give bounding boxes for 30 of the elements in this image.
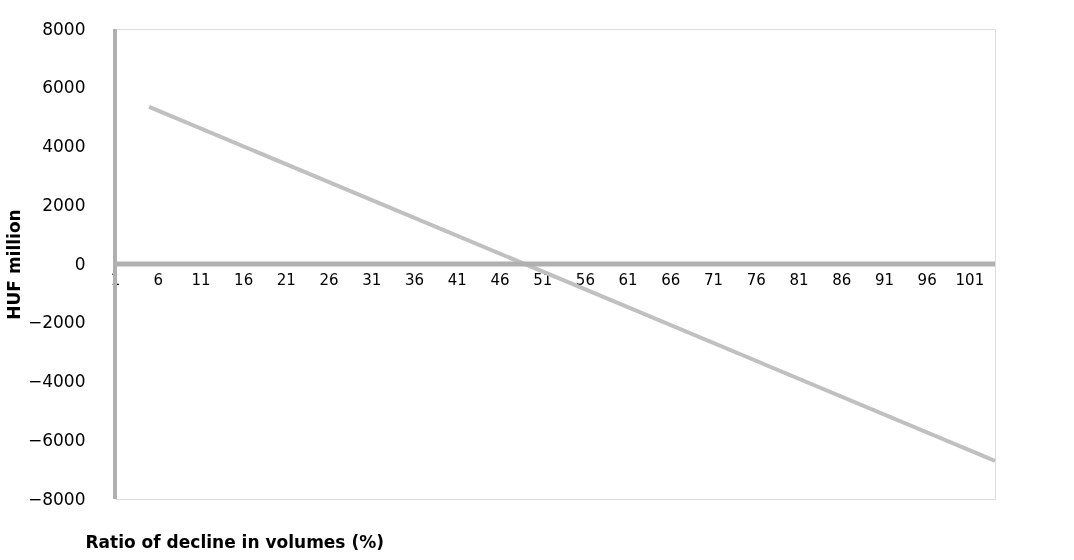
x-tick-label: 36 xyxy=(404,270,425,289)
y-tick-label: −8000 xyxy=(27,488,86,509)
x-tick-label: 66 xyxy=(661,270,681,289)
x-tick-label: 61 xyxy=(618,270,638,289)
x-tick-label: 16 xyxy=(234,270,254,289)
y-tick-label: −4000 xyxy=(27,371,86,391)
x-tick-label: 46 xyxy=(490,270,510,289)
x-tick-label: 76 xyxy=(746,270,766,289)
x-tick-label: 31 xyxy=(362,270,382,289)
x-tick-label: 81 xyxy=(789,270,809,289)
y-tick-label: 0 xyxy=(74,253,86,274)
x-tick-label: 26 xyxy=(319,270,339,289)
y-tick-label: −6000 xyxy=(27,429,86,450)
x-tick-label: 21 xyxy=(276,270,296,289)
x-tick-label: 11 xyxy=(191,270,211,289)
y-tick-label: 2000 xyxy=(42,194,86,215)
x-axis-title: Ratio of decline in volumes (%) xyxy=(85,531,384,552)
x-tick-label: 6 xyxy=(153,270,163,289)
y-tick-label: 4000 xyxy=(42,136,86,156)
x-tick-label: 101 xyxy=(955,270,985,289)
x-tick-label: 71 xyxy=(704,270,724,289)
y-tick-label: 6000 xyxy=(42,77,86,98)
x-tick-label: 41 xyxy=(447,270,467,289)
x-tick-label: 86 xyxy=(832,270,852,289)
y-tick-label: −2000 xyxy=(27,312,86,333)
x-tick-label: 91 xyxy=(874,270,894,289)
x-tick-label: 96 xyxy=(917,270,937,289)
y-axis-title: HUF million xyxy=(3,209,24,320)
y-tick-label: 8000 xyxy=(42,18,86,39)
x-tick-label: 56 xyxy=(575,270,595,289)
